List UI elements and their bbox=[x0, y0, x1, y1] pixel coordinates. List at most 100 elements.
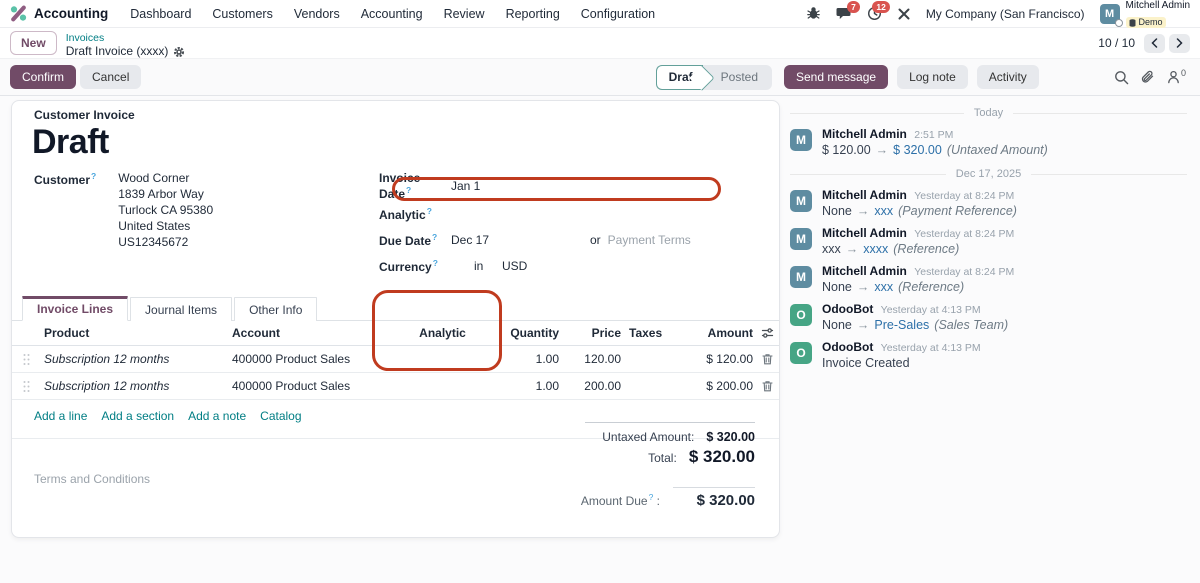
tracking-field-name: (Payment Reference) bbox=[898, 204, 1017, 218]
tracking-old-value: None bbox=[822, 280, 852, 294]
bug-icon[interactable] bbox=[806, 6, 821, 21]
company-switcher[interactable]: My Company (San Francisco) bbox=[925, 6, 1085, 21]
menu-reporting[interactable]: Reporting bbox=[505, 6, 560, 21]
send-message-button[interactable]: Send message bbox=[784, 65, 889, 89]
new-button[interactable]: New bbox=[10, 31, 57, 55]
add-a-note-link[interactable]: Add a note bbox=[188, 409, 247, 423]
tracking-new-value[interactable]: $ 320.00 bbox=[893, 143, 942, 157]
delete-line-trash-icon[interactable] bbox=[753, 380, 781, 392]
message-author[interactable]: Mitchell Admin bbox=[822, 188, 907, 202]
invoice-line-row[interactable]: Subscription 12 months 400000 Product Sa… bbox=[12, 373, 779, 400]
message-author[interactable]: OdooBot bbox=[822, 340, 874, 354]
drag-handle-icon[interactable] bbox=[16, 353, 36, 366]
tracking-new-value[interactable]: xxx bbox=[874, 204, 894, 218]
cell-account[interactable]: 400000 Product Sales bbox=[232, 379, 351, 393]
column-price[interactable]: Price bbox=[591, 326, 621, 340]
tracking-new-value[interactable]: xxxx bbox=[863, 242, 889, 256]
activities-clock-icon[interactable]: 12 bbox=[867, 1, 890, 21]
menu-customers[interactable]: Customers bbox=[212, 6, 273, 21]
breadcrumb-row: New Invoices Draft Invoice (xxxx) 10 / 1… bbox=[0, 28, 1200, 58]
tab-journal-items[interactable]: Journal Items bbox=[130, 297, 233, 321]
tracking-new-value[interactable]: xxx bbox=[874, 280, 894, 294]
breadcrumb-invoices[interactable]: Invoices bbox=[65, 31, 105, 44]
cell-product[interactable]: Subscription 12 months bbox=[44, 379, 170, 393]
tools-icon[interactable] bbox=[897, 7, 911, 21]
menu-dashboard[interactable]: Dashboard bbox=[130, 6, 192, 21]
catalog-link[interactable]: Catalog bbox=[260, 409, 302, 423]
amount-due-hint-icon: ? bbox=[648, 492, 654, 502]
app-logo[interactable]: Accounting bbox=[10, 5, 108, 22]
cell-quantity[interactable]: 1.00 bbox=[535, 352, 559, 366]
currency-field[interactable]: USD bbox=[502, 259, 528, 273]
customer-name[interactable]: Wood Corner bbox=[118, 171, 190, 185]
user-avatar: M bbox=[1099, 3, 1123, 27]
cell-product[interactable]: Subscription 12 months bbox=[44, 352, 170, 366]
chatter-message: O OdooBot Yesterday at 4:13 PM None → Pre-… bbox=[790, 302, 1187, 332]
menu-vendors[interactable]: Vendors bbox=[293, 6, 340, 21]
tab-other-info[interactable]: Other Info bbox=[234, 297, 318, 321]
analytic-label: Analytic? bbox=[379, 206, 432, 222]
message-avatar[interactable]: M bbox=[790, 129, 812, 151]
message-time: Yesterday at 8:24 PM bbox=[914, 228, 1015, 240]
column-quantity[interactable]: Quantity bbox=[510, 326, 559, 340]
cell-price[interactable]: 200.00 bbox=[584, 379, 621, 393]
delete-line-trash-icon[interactable] bbox=[753, 353, 781, 365]
pager-next-button[interactable] bbox=[1169, 33, 1190, 53]
payment-terms-field[interactable]: Payment Terms bbox=[607, 233, 691, 247]
tab-invoice-lines[interactable]: Invoice Lines bbox=[22, 296, 129, 321]
due-date-field[interactable]: Dec 17 bbox=[451, 233, 490, 247]
message-author[interactable]: Mitchell Admin bbox=[822, 226, 907, 240]
activity-button[interactable]: Activity bbox=[976, 65, 1039, 89]
tracking-change: None → xxx (Reference) bbox=[822, 280, 1014, 294]
tracking-field-name: (Reference) bbox=[893, 242, 960, 256]
message-avatar[interactable]: M bbox=[790, 228, 812, 250]
chatter-message: M Mitchell Admin Yesterday at 8:24 PM No… bbox=[790, 264, 1187, 294]
status-bar: Draft Posted bbox=[655, 64, 772, 90]
message-avatar[interactable]: O bbox=[790, 304, 812, 326]
attachment-paperclip-icon[interactable] bbox=[1141, 70, 1155, 85]
followers-button[interactable]: 0 bbox=[1167, 68, 1186, 84]
currency-label: Currency? bbox=[379, 258, 438, 274]
add-a-section-link[interactable]: Add a section bbox=[101, 409, 175, 423]
messages-icon[interactable]: 7 bbox=[836, 1, 860, 21]
log-note-button[interactable]: Log note bbox=[897, 65, 968, 89]
invoice-line-row[interactable]: Subscription 12 months 400000 Product Sa… bbox=[12, 346, 779, 373]
cell-price[interactable]: 120.00 bbox=[584, 352, 621, 366]
menu-review[interactable]: Review bbox=[443, 6, 485, 21]
menu-configuration[interactable]: Configuration bbox=[580, 6, 656, 21]
cancel-button[interactable]: Cancel bbox=[80, 65, 142, 89]
terms-and-conditions-field[interactable]: Terms and Conditions bbox=[34, 472, 151, 486]
cell-quantity[interactable]: 1.00 bbox=[535, 379, 559, 393]
menu-accounting[interactable]: Accounting bbox=[360, 6, 423, 21]
status-posted[interactable]: Posted bbox=[720, 69, 758, 84]
control-panel: Confirm Cancel Draft Posted Send message… bbox=[0, 58, 1200, 96]
pager-previous-button[interactable] bbox=[1144, 33, 1165, 53]
user-menu[interactable]: M Mitchell Admin Demo bbox=[1099, 0, 1190, 32]
confirm-button[interactable]: Confirm bbox=[10, 65, 77, 89]
message-author[interactable]: Mitchell Admin bbox=[822, 264, 907, 278]
in-label: in bbox=[474, 259, 484, 273]
status-draft[interactable]: Draft bbox=[655, 64, 703, 90]
app-name[interactable]: Accounting bbox=[34, 6, 109, 21]
optional-columns-icon[interactable] bbox=[753, 327, 781, 339]
message-avatar[interactable]: O bbox=[790, 342, 812, 364]
column-product[interactable]: Product bbox=[44, 326, 90, 340]
column-amount[interactable]: Amount bbox=[707, 326, 753, 340]
customer-field[interactable]: Wood Corner 1839 Arbor Way Turlock CA 95… bbox=[118, 171, 213, 279]
search-messages-icon[interactable] bbox=[1114, 70, 1129, 85]
message-avatar[interactable]: M bbox=[790, 266, 812, 288]
invoice-date-label: Invoice Date? bbox=[379, 171, 421, 201]
message-author[interactable]: Mitchell Admin bbox=[822, 127, 907, 141]
cell-account[interactable]: 400000 Product Sales bbox=[232, 352, 351, 366]
column-analytic[interactable]: Analytic bbox=[419, 326, 466, 340]
invoice-date-field[interactable]: Jan 1 bbox=[451, 179, 481, 193]
message-avatar[interactable]: M bbox=[790, 190, 812, 212]
drag-handle-icon[interactable] bbox=[16, 380, 36, 393]
message-author[interactable]: OdooBot bbox=[822, 302, 874, 316]
column-taxes[interactable]: Taxes bbox=[629, 326, 663, 340]
gear-icon[interactable] bbox=[173, 46, 185, 58]
add-a-line-link[interactable]: Add a line bbox=[34, 409, 88, 423]
accounting-app-icon bbox=[10, 5, 27, 22]
column-account[interactable]: Account bbox=[232, 326, 280, 340]
tracking-new-value[interactable]: Pre-Sales bbox=[874, 318, 930, 332]
